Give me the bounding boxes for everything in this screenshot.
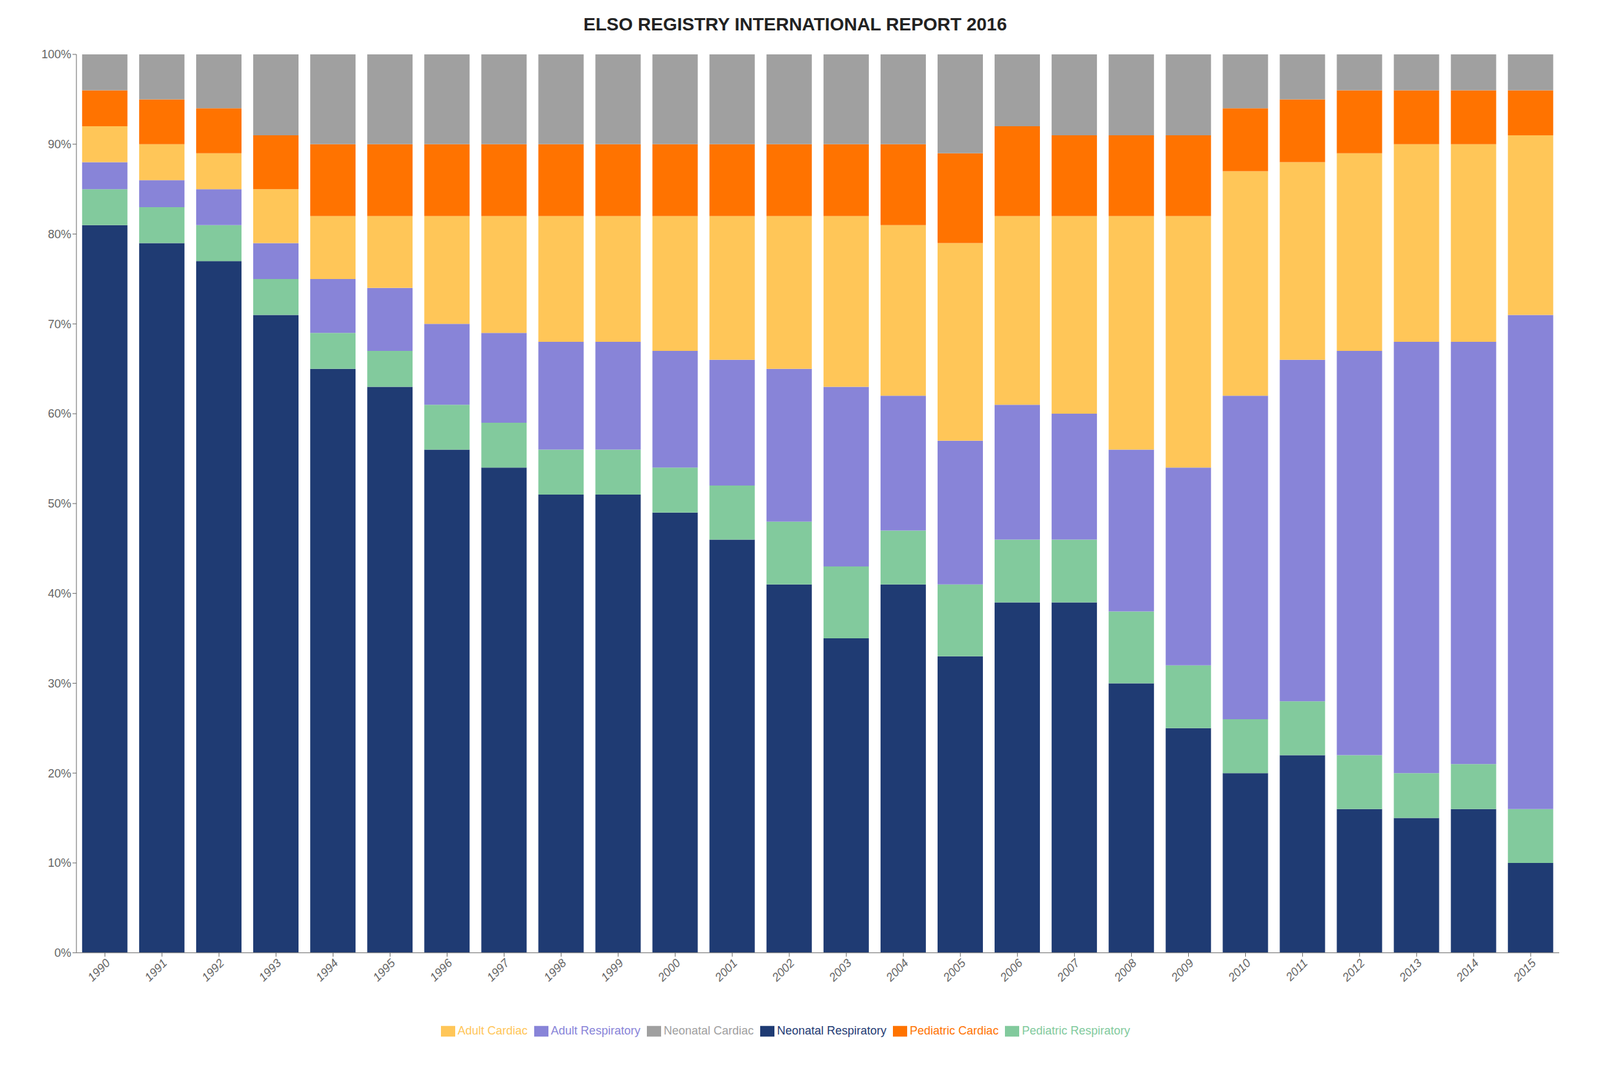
svg-text:20%: 20% bbox=[47, 767, 72, 781]
svg-text:70%: 70% bbox=[47, 317, 72, 331]
svg-text:100%: 100% bbox=[41, 47, 72, 61]
svg-text:2001: 2001 bbox=[712, 956, 741, 985]
svg-text:2007: 2007 bbox=[1054, 956, 1083, 985]
html-text:Neonatal Cardiac: Neonatal Cardiac bbox=[663, 1024, 754, 1038]
svg-text:2011: 2011 bbox=[1282, 956, 1310, 984]
svg-text:2008: 2008 bbox=[1111, 956, 1139, 985]
svg-text:2013: 2013 bbox=[1396, 956, 1425, 985]
svg-text:80%: 80% bbox=[47, 227, 72, 241]
svg-text:50%: 50% bbox=[47, 497, 72, 511]
svg-text:2002: 2002 bbox=[769, 956, 798, 985]
html-text:Neonatal Respiratory: Neonatal Respiratory bbox=[777, 1024, 887, 1038]
svg-text:1994: 1994 bbox=[313, 956, 341, 984]
svg-text:90%: 90% bbox=[47, 137, 72, 151]
svg-text:1992: 1992 bbox=[199, 956, 227, 984]
svg-text:2012: 2012 bbox=[1339, 956, 1367, 985]
svg-text:60%: 60% bbox=[47, 407, 72, 421]
html-text:Adult Cardiac: Adult Cardiac bbox=[457, 1024, 528, 1038]
svg-text:1997: 1997 bbox=[484, 956, 513, 985]
svg-text:30%: 30% bbox=[47, 677, 72, 691]
svg-text:40%: 40% bbox=[47, 587, 72, 601]
html-text:Pediatric Cardiac: Pediatric Cardiac bbox=[909, 1024, 999, 1038]
svg-text:0%: 0% bbox=[54, 946, 72, 960]
svg-text:2005: 2005 bbox=[940, 956, 969, 985]
svg-text:2014: 2014 bbox=[1453, 956, 1482, 985]
html-text:Adult Respiratory: Adult Respiratory bbox=[550, 1024, 641, 1038]
svg-text:2003: 2003 bbox=[826, 956, 855, 985]
svg-text:1996: 1996 bbox=[427, 956, 456, 985]
svg-text:1991: 1991 bbox=[142, 956, 170, 984]
svg-text:1990: 1990 bbox=[84, 956, 113, 984]
svg-text:1999: 1999 bbox=[598, 956, 626, 984]
svg-text:2010: 2010 bbox=[1225, 956, 1253, 985]
html-text:Pediatric Respiratory: Pediatric Respiratory bbox=[1021, 1024, 1131, 1038]
html-text:ELSO REGISTRY INTERNATIONAL RE: ELSO REGISTRY INTERNATIONAL REPORT 2016 bbox=[583, 14, 1007, 35]
svg-text:1998: 1998 bbox=[541, 956, 569, 984]
svg-text:2004: 2004 bbox=[883, 956, 912, 985]
svg-text:1995: 1995 bbox=[370, 956, 399, 985]
svg-text:2000: 2000 bbox=[655, 956, 684, 985]
svg-text:2006: 2006 bbox=[997, 956, 1026, 985]
svg-text:10%: 10% bbox=[47, 856, 72, 870]
svg-text:2009: 2009 bbox=[1168, 956, 1196, 985]
svg-text:1993: 1993 bbox=[256, 956, 284, 984]
svg-text:2015: 2015 bbox=[1510, 956, 1540, 985]
